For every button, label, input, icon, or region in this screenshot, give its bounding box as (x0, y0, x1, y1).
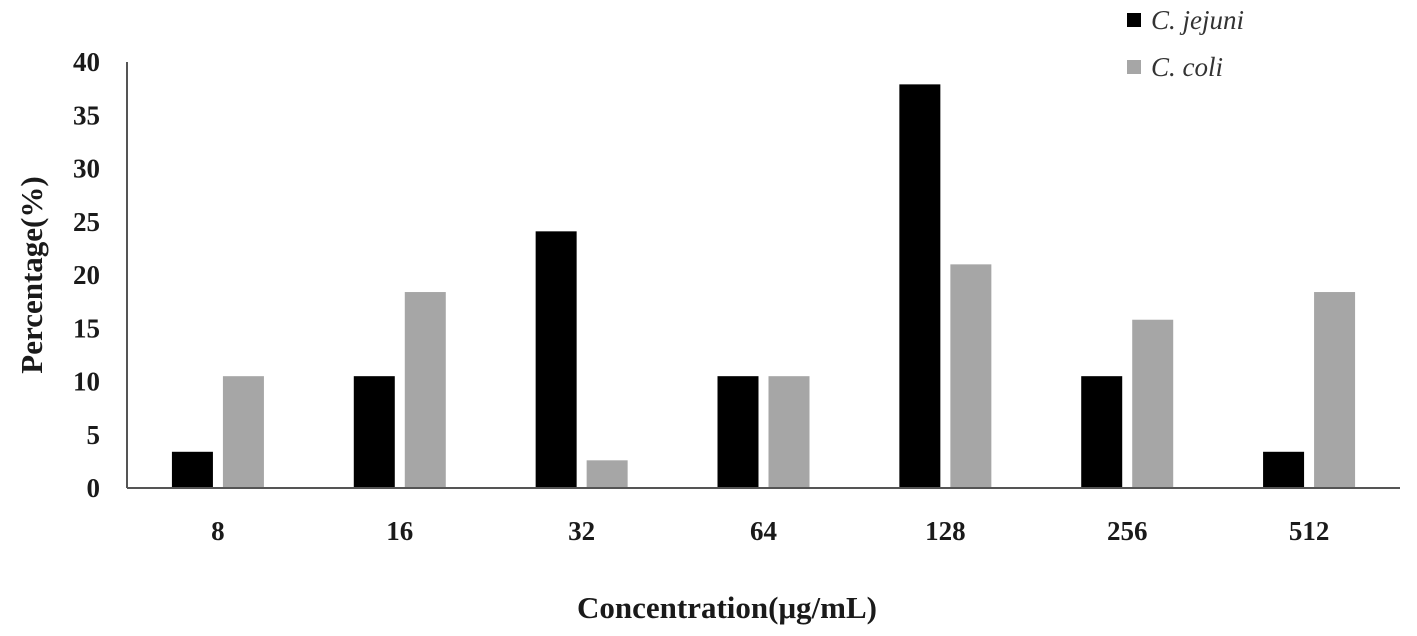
x-tick-label: 32 (568, 516, 595, 546)
y-tick-label: 15 (73, 313, 100, 343)
y-tick-label: 20 (73, 260, 100, 290)
bar-c-jejuni-32 (535, 231, 577, 488)
bars-group (171, 84, 1356, 489)
bar-c-coli-64 (768, 376, 810, 488)
bar-c-jejuni-256 (1081, 376, 1123, 488)
bar-c-coli-16 (404, 292, 446, 488)
y-tick-label: 35 (73, 100, 100, 130)
y-tick-label: 40 (73, 47, 100, 77)
y-axis-title: Percentage(%) (14, 176, 49, 373)
legend-swatch (1127, 13, 1141, 27)
x-tick-label: 512 (1289, 516, 1330, 546)
y-tick-label: 30 (73, 154, 100, 184)
bar-c-coli-256 (1132, 319, 1174, 488)
x-tick-label: 256 (1107, 516, 1148, 546)
y-tick-label: 10 (73, 367, 100, 397)
x-axis-ticks: 8 16 32 64 128 256 512 (211, 516, 1329, 546)
x-tick-label: 64 (750, 516, 777, 546)
bar-c-coli-128 (950, 264, 992, 488)
legend-label: C. jejuni (1151, 5, 1244, 35)
x-tick-label: 8 (211, 516, 225, 546)
bar-c-jejuni-128 (899, 84, 941, 489)
y-tick-label: 5 (87, 420, 101, 450)
bar-c-jejuni-64 (717, 376, 759, 488)
legend: C. jejuni C. coli (1127, 5, 1244, 82)
legend-swatch (1127, 60, 1141, 74)
bar-c-jejuni-8 (171, 451, 213, 488)
x-axis-title: Concentration(μg/mL) (577, 590, 877, 625)
y-axis-ticks: 0 5 10 15 20 25 30 35 40 (73, 47, 100, 503)
legend-label: C. coli (1151, 52, 1223, 82)
bar-c-jejuni-512 (1263, 451, 1305, 488)
y-tick-label: 25 (73, 207, 100, 237)
bar-c-jejuni-16 (353, 376, 395, 488)
x-tick-label: 128 (925, 516, 966, 546)
x-tick-label: 16 (386, 516, 413, 546)
bar-c-coli-8 (222, 376, 264, 488)
y-tick-label: 0 (87, 473, 101, 503)
bar-c-coli-32 (586, 460, 628, 488)
bar-c-coli-512 (1314, 292, 1356, 488)
